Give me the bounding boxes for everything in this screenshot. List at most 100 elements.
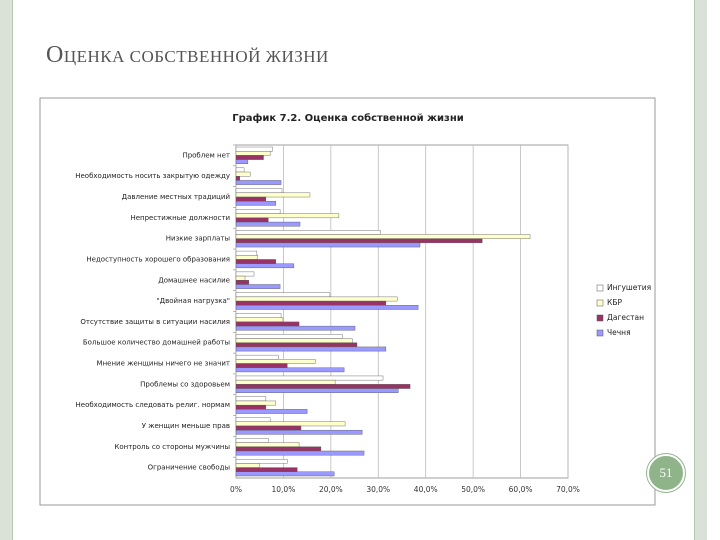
bar <box>235 375 384 381</box>
slide-border <box>0 0 13 540</box>
bar <box>235 429 363 435</box>
y-tick-label: Необходимость следовать религ. нормам <box>76 401 230 409</box>
legend-label: Ингушетия <box>607 283 651 292</box>
bar <box>235 338 353 343</box>
y-tick-label: Большое количество домашней работы <box>83 339 230 347</box>
bar <box>235 263 295 269</box>
bar <box>235 146 273 152</box>
bar <box>235 305 419 310</box>
bar <box>235 217 269 223</box>
bar <box>235 292 331 298</box>
bar <box>235 446 322 452</box>
y-tick-label: Отсутствие защиты в ситуации насилия <box>80 318 230 326</box>
bar <box>235 425 302 431</box>
bar <box>235 280 250 285</box>
bar <box>235 180 282 185</box>
x-tick-label: 20,0% <box>319 485 343 494</box>
bar <box>235 176 240 181</box>
bar <box>235 471 335 477</box>
y-tick-label: Давление местных традиций <box>122 193 230 201</box>
bar <box>235 388 399 393</box>
bar <box>235 151 271 156</box>
bar <box>235 234 531 239</box>
x-tick-label: 60,0% <box>509 485 533 494</box>
bar <box>235 209 281 214</box>
bar <box>235 346 387 352</box>
bar <box>235 317 284 323</box>
bar <box>235 221 301 227</box>
bar <box>235 363 288 368</box>
bar <box>235 463 260 468</box>
x-tick-label: 40,0% <box>414 485 438 494</box>
y-tick-label: Мнение женщины ничего не значит <box>97 360 230 368</box>
bar <box>235 188 283 194</box>
bar <box>235 300 387 306</box>
x-tick-label: 50,0% <box>461 485 485 494</box>
bar <box>235 417 271 422</box>
bar <box>235 404 267 410</box>
legend-label: Чечня <box>607 328 631 337</box>
y-tick-label: Недоступность хорошего образования <box>86 255 230 263</box>
legend-label: Дагестан <box>607 313 644 322</box>
x-tick-label: 0% <box>230 485 242 494</box>
bar <box>235 450 365 456</box>
bar <box>235 367 345 373</box>
bar <box>235 259 277 264</box>
y-tick-label: Домашнее насилие <box>158 276 230 284</box>
bar <box>235 242 421 248</box>
bar <box>235 155 264 160</box>
bar <box>235 467 298 472</box>
bar <box>235 230 381 235</box>
bar <box>235 255 259 260</box>
legend-label: КБР <box>607 298 622 307</box>
bar <box>235 192 311 198</box>
y-tick-label: Низкие зарплаты <box>166 235 230 243</box>
legend-swatch <box>596 329 604 337</box>
bar <box>235 334 343 339</box>
bar <box>235 421 346 427</box>
y-tick-label: Проблемы со здоровьем <box>140 380 230 388</box>
y-tick-label: "Двойная нагрузка" <box>156 297 230 305</box>
y-tick-label: Ограничение свободы <box>148 464 230 472</box>
bar <box>235 238 483 244</box>
bar <box>235 275 246 281</box>
y-tick-label: Непрестижные должности <box>130 214 230 222</box>
bar <box>235 213 340 219</box>
bar <box>235 201 277 206</box>
y-tick-label: Контроль со стороны мужчины <box>114 443 230 451</box>
bar <box>235 400 277 406</box>
y-tick-label: У женщин меньше прав <box>142 422 230 430</box>
bar <box>235 284 281 289</box>
bar <box>235 296 398 302</box>
slide-title: ОЦЕНКА СОБСТВЕННОЙ ЖИЗНИ <box>46 42 329 68</box>
bar <box>235 342 358 348</box>
legend-swatch <box>596 299 604 307</box>
bar <box>235 379 336 385</box>
bar <box>235 271 255 277</box>
bar <box>235 321 300 327</box>
legend-swatch <box>596 314 604 322</box>
bar <box>235 384 411 389</box>
bar <box>235 325 356 331</box>
y-tick-label: Проблем нет <box>182 151 230 159</box>
bar <box>235 159 249 165</box>
bar <box>235 458 288 464</box>
x-tick-label: 70,0% <box>556 485 580 494</box>
y-tick-label: Необходимость носить закрытую одежду <box>75 172 230 180</box>
bar <box>235 396 267 402</box>
page-number: 51 <box>647 454 685 492</box>
bar <box>235 359 316 364</box>
x-tick-label: 30,0% <box>366 485 390 494</box>
bar <box>235 438 269 443</box>
bar <box>235 409 308 414</box>
legend-swatch <box>596 284 604 292</box>
bar <box>235 313 282 318</box>
bar <box>235 250 258 256</box>
bar <box>235 167 245 173</box>
x-tick-label: 10,0% <box>272 485 296 494</box>
bar <box>235 354 279 360</box>
slide-border <box>694 0 707 540</box>
bar <box>235 171 251 177</box>
